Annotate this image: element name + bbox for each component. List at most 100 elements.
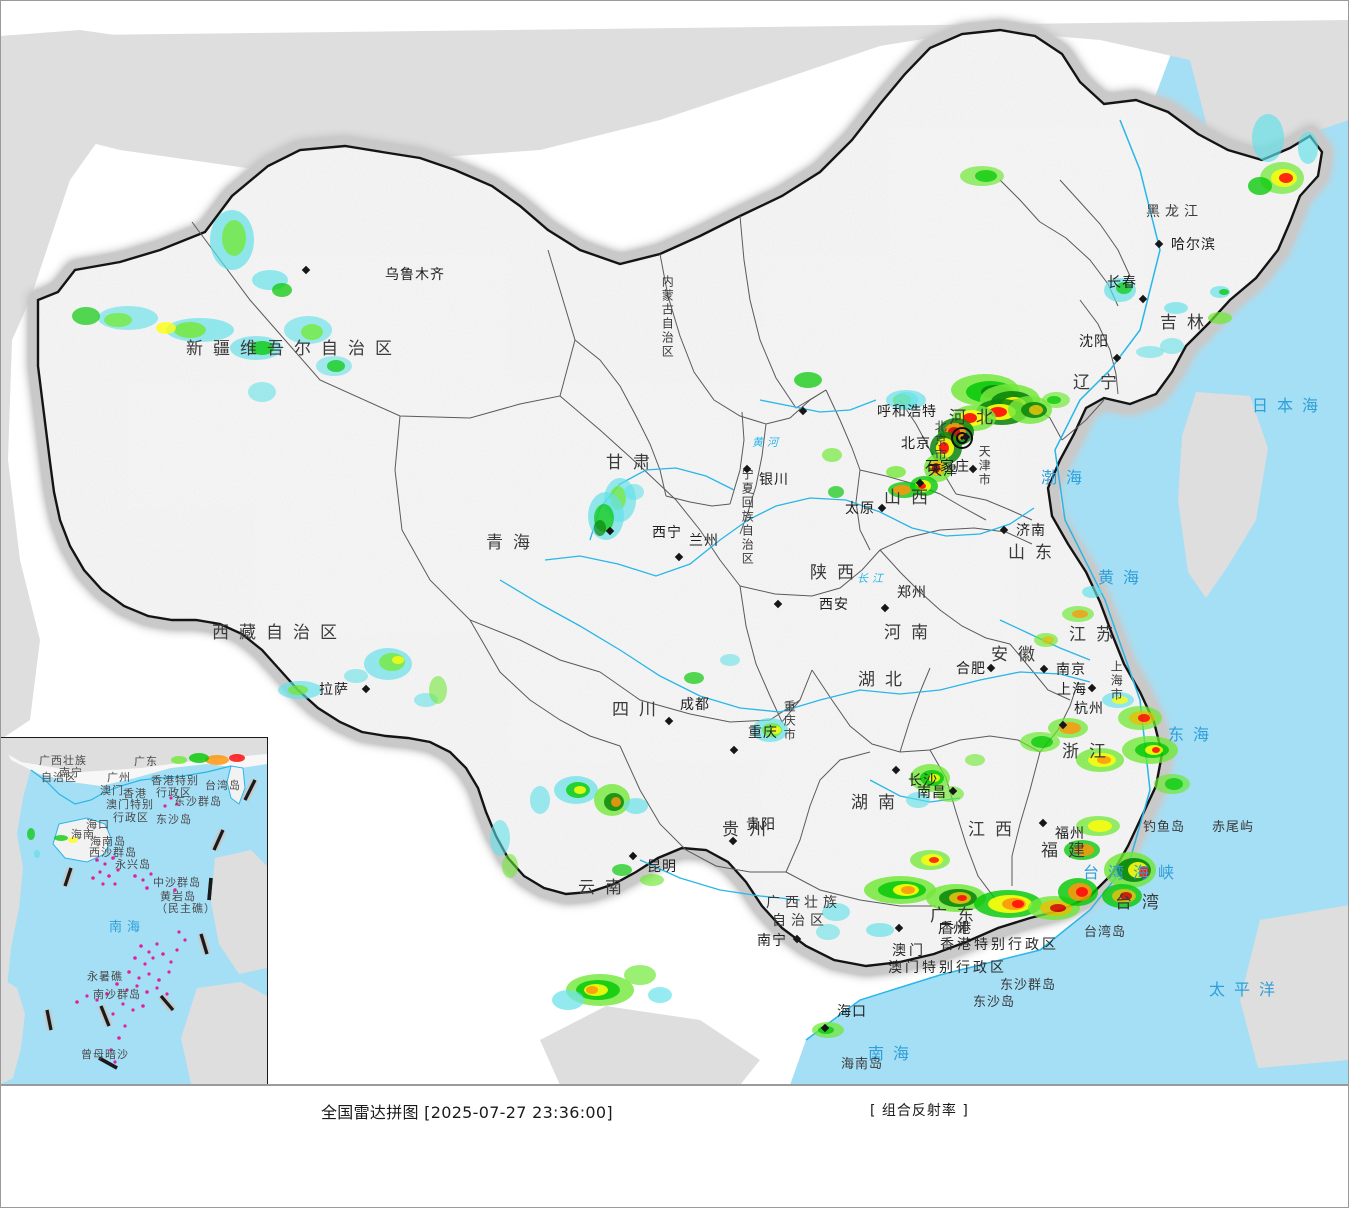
city-label: 贵阳	[746, 817, 776, 833]
city-label: 兰州	[689, 533, 719, 549]
province-label: 云南	[578, 878, 632, 898]
national-border	[36, 28, 1324, 968]
province-borders	[191, 179, 1131, 907]
island-label: 台湾岛	[1084, 925, 1127, 940]
sea-label: 东海	[1168, 725, 1219, 744]
province-label: 新疆维吾尔自治区	[186, 339, 402, 359]
province-label: 安徽	[991, 645, 1045, 665]
city-label: 海口	[837, 1004, 867, 1020]
inset-label: 澳门	[100, 784, 124, 797]
province-label-vertical: 上海市	[1109, 660, 1124, 702]
map-basemap	[0, 20, 1349, 1085]
legend-title: 全国雷达拼图 [2025-07-27 23:36:00]	[321, 1103, 613, 1122]
province-label: 山西	[884, 488, 938, 508]
sea-label: 南海	[868, 1044, 919, 1063]
province-label-vertical: 内蒙古自治区	[660, 275, 675, 359]
city-label: 杭州	[1074, 701, 1104, 717]
city-label: 沈阳	[1079, 334, 1109, 350]
city-label: 昆明	[647, 859, 677, 875]
city-label: 西安	[819, 597, 849, 613]
inset-label: 台湾岛	[205, 779, 241, 792]
china-radar-map[interactable]: 新疆维吾尔自治区 西藏自治区 青海 甘肃 四川 云南 广西壮族 自治区 贵州 湖南 湖北 江西 福建 广东…	[0, 0, 1349, 1085]
sar-label: 香港特别行政区	[940, 937, 1059, 953]
province-label-vertical: 宁夏回族自治区	[740, 468, 755, 566]
inset-label: 中沙群岛	[153, 876, 201, 889]
island-label: 海南岛	[841, 1057, 884, 1072]
province-label-vertical: 天津市	[977, 445, 992, 487]
city-label: 天津	[928, 463, 958, 479]
city-label: 合肥	[956, 661, 986, 677]
city-label: 广州	[938, 921, 968, 937]
sea-label: 日本海	[1252, 396, 1328, 415]
province-label: 甘肃	[606, 453, 660, 473]
inset-label: 曾母暗沙	[81, 1048, 129, 1061]
city-label: 郑州	[897, 585, 927, 601]
inset-label: 东沙岛	[156, 813, 192, 826]
sea-label: 台湾海峡	[1083, 863, 1184, 882]
inset-label: 海口	[86, 818, 110, 831]
province-label: 台湾	[1115, 893, 1169, 913]
inset-label: 永兴岛	[115, 858, 151, 871]
province-label-vertical: 重庆市	[782, 700, 797, 742]
province-label-vertical: 北京市	[933, 420, 948, 462]
province-label: 河南	[884, 623, 938, 643]
inset-label: 西沙群岛	[89, 846, 137, 859]
province-label: 江西	[968, 820, 1022, 840]
inset-label: 行政区	[156, 786, 192, 799]
inset-label: 澳门特别	[106, 798, 154, 811]
sea-label: 渤海	[1041, 468, 1092, 487]
city-label: 上海	[1057, 682, 1087, 698]
inset-label: 东沙群岛	[174, 795, 222, 808]
inset-label: 广州	[107, 771, 131, 784]
reef-symbols	[75, 796, 187, 1064]
rivers	[499, 399, 1091, 901]
sea-label: 太平洋	[1209, 980, 1285, 999]
inset-label: 海南	[71, 828, 95, 841]
province-label: 福建	[1041, 841, 1095, 861]
ocean-fill	[790, 120, 1349, 1085]
province-label: 青海	[486, 533, 540, 553]
sar-label: 澳门特别行政区	[888, 960, 1007, 976]
province-label: 陕西	[810, 563, 864, 583]
province-label: 广东	[930, 906, 984, 926]
province-label: 贵州	[722, 820, 776, 840]
city-label: 北京	[901, 436, 931, 452]
province-label: 浙江	[1062, 742, 1116, 762]
inset-label: 自治区	[41, 771, 77, 784]
city-label: 济南	[1016, 523, 1046, 539]
province-label: 河北	[949, 408, 1003, 428]
city-label: 西宁	[652, 525, 682, 541]
sar-label: 香港	[940, 921, 974, 937]
inset-label: 香港	[123, 787, 147, 800]
south-china-sea-inset[interactable]: 广西壮族 自治区 南宁 广东 广州 澳门 香港 香港特别 行政区 澳门特别 行政区 台湾岛 东沙群岛 东沙…	[0, 737, 268, 1085]
map-frame	[0, 0, 1349, 1085]
inset-label: 广西壮族	[39, 754, 87, 767]
city-label: 哈尔滨	[1171, 237, 1216, 253]
province-label: 江苏	[1069, 625, 1123, 645]
inset-label: 香港特别	[151, 774, 199, 787]
province-label: 辽宁	[1073, 373, 1127, 393]
radar-echo-layer	[72, 114, 1318, 1038]
city-label: 石家庄	[925, 459, 970, 475]
legend-product-label: [ 组合反射率 ]	[870, 1103, 969, 1119]
inset-label: 南沙群岛	[93, 988, 141, 1001]
city-label: 长沙	[908, 773, 938, 789]
province-label: 广西壮族	[766, 895, 842, 911]
island-label: 赤尾屿	[1212, 820, 1255, 835]
province-label: 自治区	[772, 913, 829, 929]
inset-label: 永暑礁	[87, 970, 123, 983]
inset-label: 海南岛	[90, 835, 126, 848]
inset-label: 黄岩岛	[160, 890, 196, 903]
island-label: 钓鱼岛	[1143, 820, 1186, 835]
inset-basemap	[1, 738, 267, 1084]
sea-label: 黄海	[1098, 568, 1149, 587]
inset-label: 广东	[134, 755, 158, 768]
province-label: 黑龙江	[1146, 204, 1203, 220]
island-label: 东沙群岛	[1000, 978, 1057, 993]
city-label: 长春	[1107, 275, 1137, 291]
province-label: 吉林	[1160, 313, 1214, 333]
city-label: 拉萨	[319, 682, 349, 698]
city-label: 南京	[1056, 662, 1086, 678]
city-label: 南宁	[757, 933, 787, 949]
